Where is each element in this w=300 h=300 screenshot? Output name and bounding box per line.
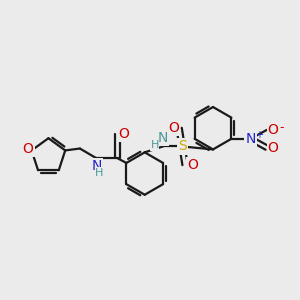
- Text: +: +: [255, 130, 263, 140]
- Text: O: O: [268, 123, 279, 137]
- Text: N: N: [245, 132, 256, 146]
- Text: -: -: [280, 121, 284, 134]
- Text: O: O: [118, 127, 129, 141]
- Text: O: O: [268, 141, 279, 154]
- Text: N: N: [158, 130, 168, 145]
- Text: O: O: [22, 142, 34, 156]
- Text: O: O: [168, 121, 179, 135]
- Text: S: S: [178, 140, 187, 154]
- Text: N: N: [91, 160, 102, 173]
- Text: H: H: [95, 168, 103, 178]
- Text: O: O: [187, 158, 198, 172]
- Text: H: H: [151, 140, 159, 150]
